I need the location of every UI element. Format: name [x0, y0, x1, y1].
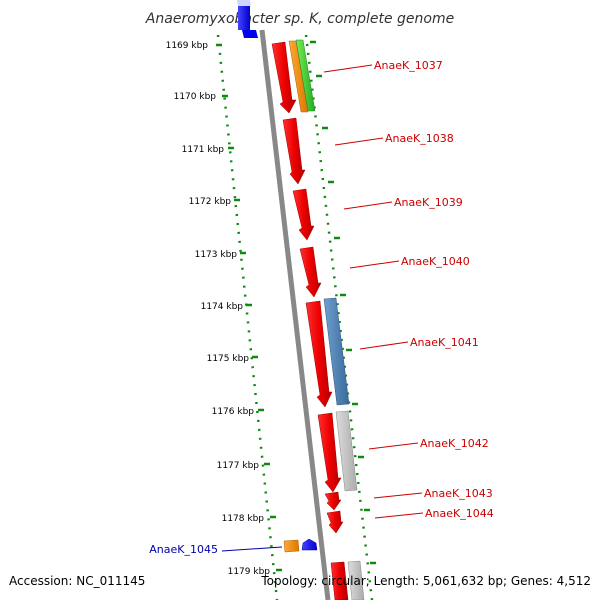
genome-stats-text: Topology: circular; Length: 5,061,632 bp…: [261, 574, 591, 588]
scale-ticks-right: [310, 40, 376, 565]
gene-label-anaek-1037[interactable]: AnaeK_1037: [374, 59, 443, 72]
gene-feature-top-blue[interactable]: [237, 0, 258, 38]
gene-feature-bottom-grey[interactable]: [347, 560, 365, 600]
scale-label: 1176 kbp: [212, 407, 255, 417]
gene-feature-anaek-1038[interactable]: [282, 117, 306, 185]
gene-label-anaek-1043[interactable]: AnaeK_1043: [424, 487, 493, 500]
genome-backbone: [259, 29, 331, 600]
label-leader-lines: [221, 64, 424, 552]
gene-feature-anaek-1045-blue[interactable]: [301, 538, 318, 551]
gene-feature-anaek-1044[interactable]: [326, 510, 344, 534]
gene-label-anaek-1039[interactable]: AnaeK_1039: [394, 196, 463, 209]
gene-feature-anaek-1043[interactable]: [324, 491, 342, 511]
scale-label: 1171 kbp: [182, 145, 225, 155]
scale-label: 1173 kbp: [195, 250, 238, 260]
scale-label: 1169 kbp: [166, 41, 209, 51]
scale-label: 1170 kbp: [174, 92, 217, 102]
scale-label: 1179 kbp: [228, 567, 271, 577]
gene-label-anaek-1045[interactable]: AnaeK_1045: [149, 543, 218, 556]
scale-ticks-left: [216, 43, 282, 572]
gene-label-anaek-1040[interactable]: AnaeK_1040: [401, 255, 470, 268]
gene-feature-bottom-red[interactable]: [330, 561, 349, 600]
gene-feature-anaek-1045-orange[interactable]: [283, 539, 300, 553]
gene-feature-anaek-1039[interactable]: [292, 188, 315, 241]
scale-label: 1172 kbp: [189, 197, 232, 207]
gene-feature-anaek-1037[interactable]: [271, 41, 297, 114]
gene-feature-anaek-1041[interactable]: [305, 300, 333, 408]
scale-labels: 1169 kbp 1170 kbp 1171 kbp 1172 kbp 1173…: [166, 41, 271, 577]
gene-feature-anaek-1041-steelblue[interactable]: [323, 297, 350, 406]
gene-feature-anaek-1042[interactable]: [317, 412, 342, 493]
scale-label: 1178 kbp: [222, 514, 265, 524]
gene-label-anaek-1041[interactable]: AnaeK_1041: [410, 336, 479, 349]
map-title: Anaeromyxobacter sp. K, complete genome: [145, 11, 454, 27]
gene-feature-anaek-1037-orange[interactable]: [288, 40, 309, 113]
gene-feature-anaek-1040[interactable]: [299, 246, 322, 298]
gene-label-anaek-1042[interactable]: AnaeK_1042: [420, 437, 489, 450]
gene-label-anaek-1044[interactable]: AnaeK_1044: [425, 507, 494, 520]
accession-text: Accession: NC_011145: [9, 574, 146, 588]
gene-label-anaek-1038[interactable]: AnaeK_1038: [385, 132, 454, 145]
gene-feature-anaek-1037-green[interactable]: [295, 39, 316, 112]
scale-label: 1174 kbp: [201, 302, 244, 312]
scale-label: 1175 kbp: [207, 354, 250, 364]
scale-label: 1177 kbp: [217, 461, 260, 471]
gene-feature-anaek-1042-grey[interactable]: [335, 410, 358, 492]
